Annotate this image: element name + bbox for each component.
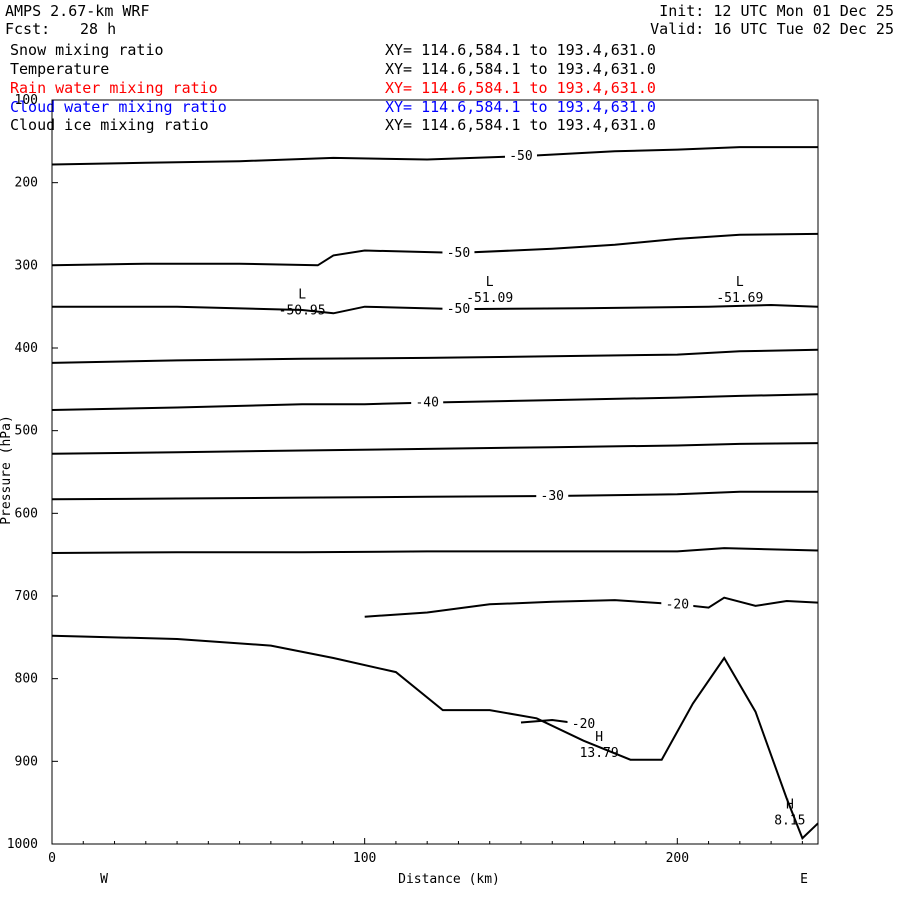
contour-label: -50 <box>447 246 470 261</box>
contour-label: -40 <box>415 396 438 411</box>
x-tick-label: 0 <box>48 851 56 866</box>
isotherm-line <box>51 146 818 166</box>
contour-label: -50 <box>447 302 470 317</box>
isotherm-line <box>364 596 819 618</box>
y-tick-label: 200 <box>15 176 38 191</box>
isotherm-line <box>51 490 818 501</box>
contour-label-bg <box>567 716 600 731</box>
field-name: Cloud water mixing ratio <box>10 98 227 116</box>
forecast-hour-label: Fcst: <box>5 20 51 38</box>
extremum-marker: L <box>298 288 306 303</box>
terrain-line <box>51 634 819 840</box>
y-tick-label: 100 <box>15 93 38 108</box>
y-tick-label: 1000 <box>7 837 38 852</box>
x-axis: 0 100 200 <box>48 838 803 866</box>
isotherm-line <box>51 232 819 267</box>
contour-label: -30 <box>541 489 564 504</box>
contour-label: -20 <box>666 597 689 612</box>
contour-label: -50 <box>509 149 532 164</box>
y-tick-label: 500 <box>15 424 38 439</box>
contour-label-bg <box>536 487 569 502</box>
field-xy: XY= 114.6,584.1 to 193.4,631.0 <box>385 41 656 59</box>
contour-label-bg <box>661 596 694 611</box>
extremum-value: -51.09 <box>466 291 513 306</box>
init-time: Init: 12 UTC Mon 01 Dec 25 <box>659 2 894 20</box>
extremum-marker: L <box>486 275 494 290</box>
contour-label-bg <box>442 301 475 316</box>
y-tick-label: 400 <box>15 341 38 356</box>
extremum-value: -50.95 <box>279 304 326 319</box>
isotherm-line <box>51 348 819 364</box>
extremum-value: 13.79 <box>580 746 619 761</box>
x-axis-label: Distance (km) <box>398 872 500 887</box>
contour-label-bg <box>442 244 475 259</box>
west-label: W <box>100 872 108 887</box>
y-tick-label: 300 <box>15 258 38 273</box>
field-name: Cloud ice mixing ratio <box>10 116 209 134</box>
forecast-hour-value: 28 h <box>80 20 117 38</box>
extremum-value: 8.15 <box>774 814 805 829</box>
east-label: E <box>800 872 808 887</box>
extremum-value: -51.69 <box>716 291 763 306</box>
extremum-marker: L <box>736 275 744 290</box>
isotherm-line <box>51 547 819 554</box>
y-tick-label: 900 <box>15 754 38 769</box>
field-xy: XY= 114.6,584.1 to 193.4,631.0 <box>385 60 656 78</box>
contour-label-bg <box>504 148 537 163</box>
y-axis-label: Pressure (hPa) <box>0 415 14 525</box>
extremum-marker: H <box>786 798 794 813</box>
y-tick-label: 800 <box>15 672 38 687</box>
x-tick-label: 200 <box>666 851 689 866</box>
contour-layer: -50-50-50-40-30-20-20L-50.95L-51.09L-51.… <box>51 146 819 840</box>
field-xy: XY= 114.6,584.1 to 193.4,631.0 <box>385 98 656 116</box>
isotherm-line <box>52 303 819 315</box>
contour-label: -20 <box>572 717 595 732</box>
y-tick-label: 600 <box>15 506 38 521</box>
field-name: Snow mixing ratio <box>10 41 164 59</box>
y-axis: 100 200 300 400 500 600 700 800 900 1000 <box>7 93 58 852</box>
field-name: Rain water mixing ratio <box>10 79 218 97</box>
plot-frame <box>51 99 819 845</box>
field-name: Temperature <box>10 60 110 78</box>
x-tick-label: 100 <box>353 851 376 866</box>
model-title: AMPS 2.67-km WRF <box>5 2 150 20</box>
isotherm-line <box>51 442 819 455</box>
field-xy: XY= 114.6,584.1 to 193.4,631.0 <box>385 116 656 134</box>
field-xy: XY= 114.6,584.1 to 193.4,631.0 <box>385 79 656 97</box>
contour-label-bg <box>411 394 444 409</box>
extremum-marker: H <box>595 730 603 745</box>
valid-time: Valid: 16 UTC Tue 02 Dec 25 <box>650 20 894 38</box>
y-tick-label: 700 <box>15 589 38 604</box>
